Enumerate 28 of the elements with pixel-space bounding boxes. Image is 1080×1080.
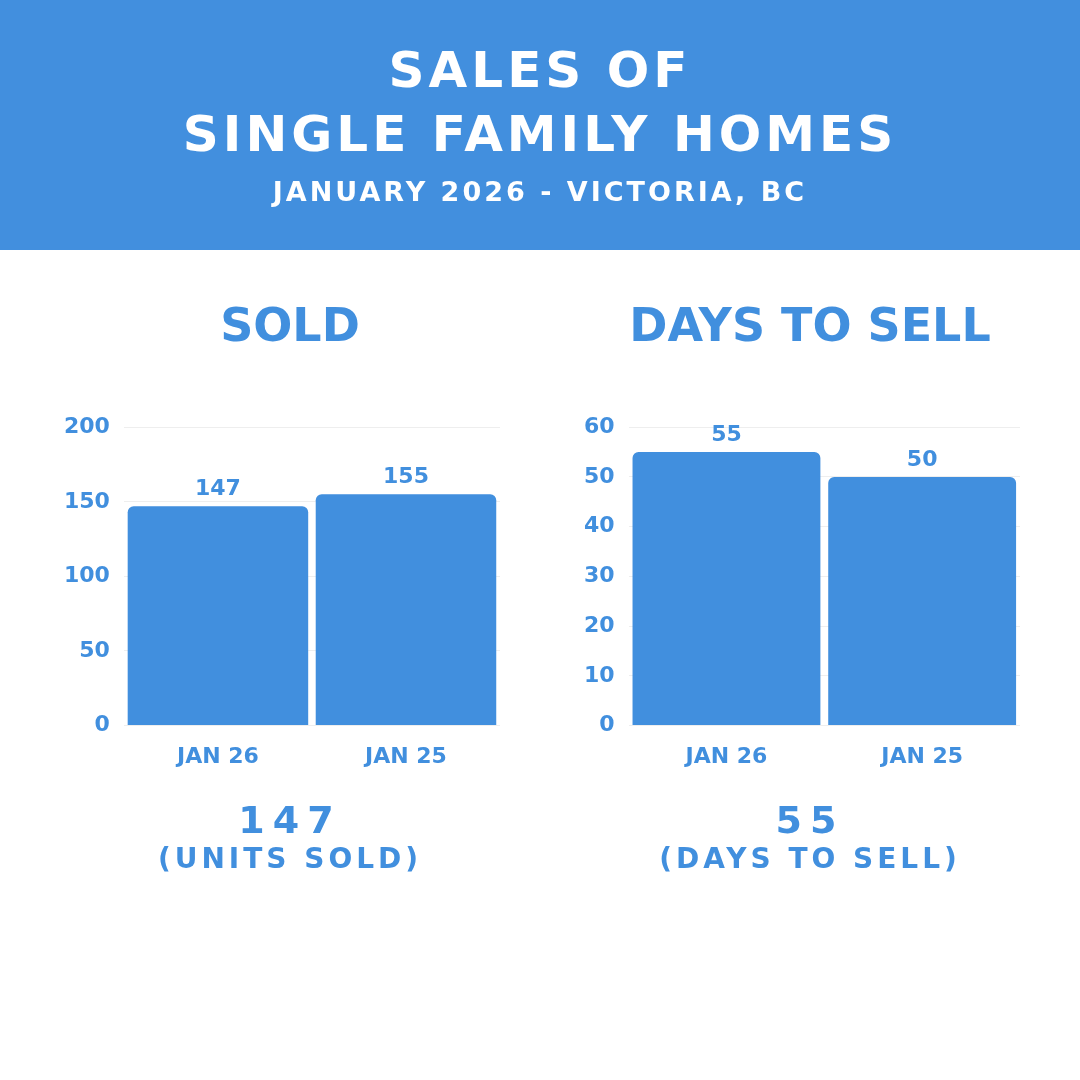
text: 147 [237, 798, 343, 842]
y-tick-label: 200 [63, 412, 110, 438]
y-tick-label: 0 [599, 711, 615, 737]
text: (DAYS TO SELL) [658, 842, 962, 875]
y-tick-label: 50 [79, 636, 110, 662]
text: 55 [774, 798, 846, 842]
data-label: 155 [383, 463, 429, 489]
text: SALES OF SINGLE FAMILY HOMES [181, 40, 899, 165]
x-tick-label: JAN 26 [174, 742, 259, 768]
text: (UNITS SOLD) [156, 842, 424, 875]
y-tick-label: 100 [63, 562, 110, 588]
y-tick-label: 30 [583, 562, 615, 588]
y-tick-label: 150 [63, 487, 110, 513]
y-tick-label: 20 [583, 611, 615, 637]
x-tick-label: JAN 25 [363, 742, 447, 768]
text: JANUARY 2026 - VICTORIA, BC [270, 176, 809, 207]
chart-title: DAYS TO SELL [628, 297, 992, 354]
data-label: 50 [906, 445, 938, 471]
x-tick-label: JAN 26 [683, 742, 768, 768]
y-tick-label: 40 [583, 512, 615, 538]
y-tick-label: 50 [583, 462, 615, 488]
data-label: 147 [194, 474, 241, 500]
chart-title: SOLD [219, 297, 361, 354]
y-tick-label: 10 [583, 661, 615, 687]
data-label: 55 [711, 420, 742, 446]
y-tick-label: 0 [94, 711, 110, 737]
y-tick-label: 60 [583, 412, 615, 438]
x-tick-label: JAN 25 [879, 742, 964, 768]
